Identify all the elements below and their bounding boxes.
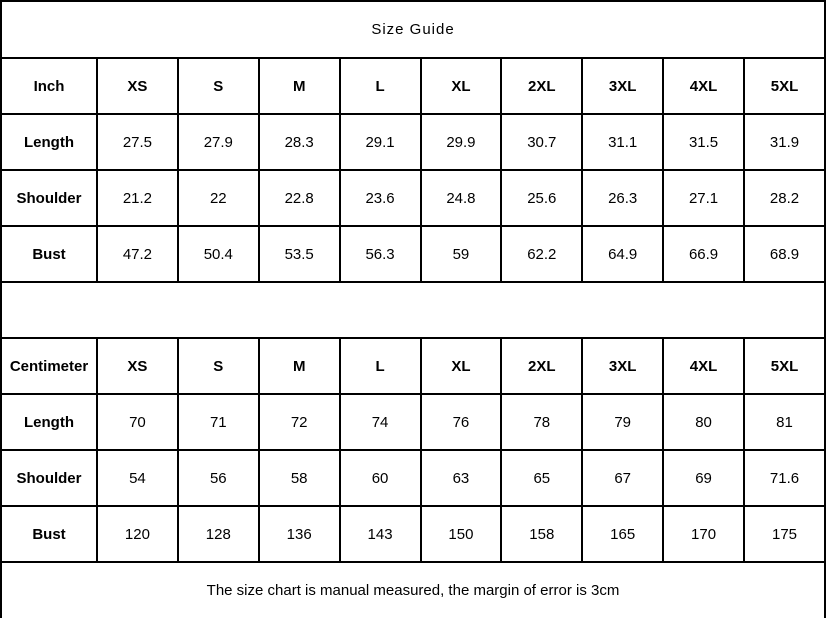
value-cell: 30.7: [500, 113, 584, 171]
value-cell: 27.9: [176, 113, 260, 171]
value-cell: 25.6: [500, 169, 584, 227]
value-cell: 69: [662, 449, 745, 507]
row-label: Shoulder: [0, 169, 98, 227]
value-cell: 60: [338, 449, 422, 507]
value-cell: 78: [500, 393, 584, 451]
size-header-l: L: [338, 337, 422, 395]
value-cell: 28.3: [257, 113, 341, 171]
inch-unit-header: Inch: [0, 57, 98, 115]
value-cell: 170: [662, 505, 745, 563]
value-cell: 27.1: [662, 169, 745, 227]
size-header-xl: XL: [419, 57, 503, 115]
size-header-l: L: [338, 57, 422, 115]
page-title: Size Guide: [0, 0, 826, 59]
size-header-5xl: 5XL: [743, 337, 826, 395]
value-cell: 65: [500, 449, 584, 507]
value-cell: 26.3: [581, 169, 665, 227]
value-cell: 23.6: [338, 169, 422, 227]
value-cell: 71: [176, 393, 260, 451]
cm-shoulder-row: Shoulder 54 56 58 60 63 65 67 69 71.6: [0, 449, 826, 507]
value-cell: 29.9: [419, 113, 503, 171]
row-label: Bust: [0, 505, 98, 563]
value-cell: 31.9: [743, 113, 826, 171]
value-cell: 136: [257, 505, 341, 563]
spacer-cell: [0, 281, 826, 339]
row-label: Length: [0, 393, 98, 451]
value-cell: 158: [500, 505, 584, 563]
size-header-3xl: 3XL: [581, 337, 665, 395]
row-label: Bust: [0, 225, 98, 283]
size-header-4xl: 4XL: [662, 337, 745, 395]
value-cell: 56.3: [338, 225, 422, 283]
value-cell: 28.2: [743, 169, 826, 227]
footer-row: The size chart is manual measured, the m…: [0, 561, 826, 618]
value-cell: 128: [176, 505, 260, 563]
value-cell: 143: [338, 505, 422, 563]
cm-header-row: Centimeter XS S M L XL 2XL 3XL 4XL 5XL: [0, 337, 826, 395]
value-cell: 71.6: [743, 449, 826, 507]
value-cell: 79: [581, 393, 665, 451]
value-cell: 62.2: [500, 225, 584, 283]
value-cell: 150: [419, 505, 503, 563]
inch-shoulder-row: Shoulder 21.2 22 22.8 23.6 24.8 25.6 26.…: [0, 169, 826, 227]
value-cell: 70: [96, 393, 179, 451]
inch-bust-row: Bust 47.2 50.4 53.5 56.3 59 62.2 64.9 66…: [0, 225, 826, 283]
value-cell: 64.9: [581, 225, 665, 283]
value-cell: 72: [257, 393, 341, 451]
size-header-3xl: 3XL: [581, 57, 665, 115]
value-cell: 67: [581, 449, 665, 507]
value-cell: 165: [581, 505, 665, 563]
footer-note: The size chart is manual measured, the m…: [0, 561, 826, 618]
cm-unit-header: Centimeter: [0, 337, 98, 395]
size-header-m: M: [257, 337, 341, 395]
size-header-2xl: 2XL: [500, 57, 584, 115]
value-cell: 29.1: [338, 113, 422, 171]
value-cell: 27.5: [96, 113, 179, 171]
value-cell: 56: [176, 449, 260, 507]
value-cell: 175: [743, 505, 826, 563]
value-cell: 74: [338, 393, 422, 451]
row-label: Shoulder: [0, 449, 98, 507]
inch-header-row: Inch XS S M L XL 2XL 3XL 4XL 5XL: [0, 57, 826, 115]
value-cell: 31.1: [581, 113, 665, 171]
size-header-m: M: [257, 57, 341, 115]
size-header-xl: XL: [419, 337, 503, 395]
row-label: Length: [0, 113, 98, 171]
value-cell: 80: [662, 393, 745, 451]
size-header-s: S: [176, 337, 260, 395]
value-cell: 21.2: [96, 169, 179, 227]
spacer-row: [0, 281, 826, 339]
value-cell: 76: [419, 393, 503, 451]
value-cell: 54: [96, 449, 179, 507]
size-header-s: S: [176, 57, 260, 115]
value-cell: 63: [419, 449, 503, 507]
cm-length-row: Length 70 71 72 74 76 78 79 80 81: [0, 393, 826, 451]
value-cell: 81: [743, 393, 826, 451]
size-header-xs: XS: [96, 337, 179, 395]
cm-bust-row: Bust 120 128 136 143 150 158 165 170 175: [0, 505, 826, 563]
value-cell: 59: [419, 225, 503, 283]
value-cell: 31.5: [662, 113, 745, 171]
size-header-2xl: 2XL: [500, 337, 584, 395]
size-header-5xl: 5XL: [743, 57, 826, 115]
value-cell: 22.8: [257, 169, 341, 227]
value-cell: 120: [96, 505, 179, 563]
title-row: Size Guide: [0, 0, 826, 59]
value-cell: 47.2: [96, 225, 179, 283]
size-header-xs: XS: [96, 57, 179, 115]
inch-length-row: Length 27.5 27.9 28.3 29.1 29.9 30.7 31.…: [0, 113, 826, 171]
size-header-4xl: 4XL: [662, 57, 745, 115]
value-cell: 24.8: [419, 169, 503, 227]
value-cell: 68.9: [743, 225, 826, 283]
value-cell: 22: [176, 169, 260, 227]
value-cell: 50.4: [176, 225, 260, 283]
value-cell: 58: [257, 449, 341, 507]
value-cell: 53.5: [257, 225, 341, 283]
value-cell: 66.9: [662, 225, 745, 283]
